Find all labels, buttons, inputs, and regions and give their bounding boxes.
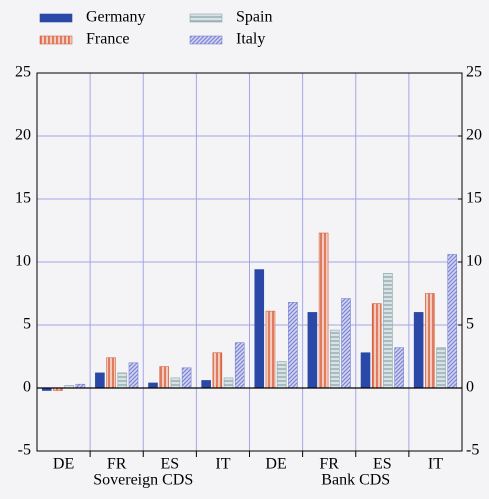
legend-label: France xyxy=(86,31,130,48)
bar xyxy=(95,372,105,389)
bar xyxy=(159,366,170,389)
y2-tick-label: 25 xyxy=(466,64,482,81)
y2-tick-label: 20 xyxy=(466,127,482,144)
bar xyxy=(117,372,128,389)
bar xyxy=(329,329,340,389)
bar xyxy=(201,380,211,389)
category-group-label: Sovereign CDS xyxy=(93,472,193,489)
x-tick-label: FR xyxy=(107,456,127,473)
bar xyxy=(234,342,245,389)
x-tick-label: IT xyxy=(215,456,230,473)
bar xyxy=(383,273,393,389)
bar xyxy=(436,347,446,389)
bar xyxy=(106,357,116,389)
bar xyxy=(307,312,318,389)
bar xyxy=(148,382,158,389)
y-tick-label: 0 xyxy=(23,379,31,396)
y-tick-label: 20 xyxy=(15,127,31,144)
bar xyxy=(341,298,351,389)
y-tick-label: 25 xyxy=(15,64,31,81)
legend-label: Italy xyxy=(236,31,265,48)
bar xyxy=(318,232,329,389)
bar xyxy=(276,361,287,389)
y2-tick-label: 5 xyxy=(466,316,474,333)
x-tick-label: DE xyxy=(53,456,74,473)
bar xyxy=(425,293,435,389)
x-tick-label: FR xyxy=(319,456,339,473)
y-tick-label: -5 xyxy=(18,442,31,459)
bar xyxy=(181,367,192,389)
bar xyxy=(371,303,382,389)
legend-swatch xyxy=(189,13,223,23)
bar xyxy=(223,377,234,389)
y2-tick-label: 15 xyxy=(466,190,482,207)
y-tick-label: 10 xyxy=(15,253,31,270)
y-tick-label: 5 xyxy=(23,316,31,333)
x-tick-label: IT xyxy=(428,456,443,473)
bar xyxy=(128,362,139,389)
bar xyxy=(254,269,265,389)
bar xyxy=(360,352,371,389)
legend-swatch xyxy=(39,35,73,45)
x-tick-label: ES xyxy=(160,456,179,473)
legend-label: Spain xyxy=(236,9,272,26)
x-tick-label: DE xyxy=(265,456,286,473)
bar xyxy=(413,312,424,389)
legend-swatch xyxy=(39,13,73,23)
bar xyxy=(447,254,458,389)
x-tick-label: ES xyxy=(373,456,392,473)
y-tick-label: 15 xyxy=(15,190,31,207)
y2-tick-label: 0 xyxy=(466,379,474,396)
bar xyxy=(265,310,276,389)
legend-swatch xyxy=(189,35,223,45)
y2-tick-label: 10 xyxy=(466,253,482,270)
plot-frame xyxy=(36,72,463,452)
bar xyxy=(212,352,223,389)
y2-tick-label: -5 xyxy=(466,442,479,459)
bar xyxy=(170,377,181,389)
bar xyxy=(288,302,298,389)
legend-label: Germany xyxy=(86,9,146,26)
category-group-label: Bank CDS xyxy=(321,472,390,489)
bar xyxy=(394,347,404,389)
